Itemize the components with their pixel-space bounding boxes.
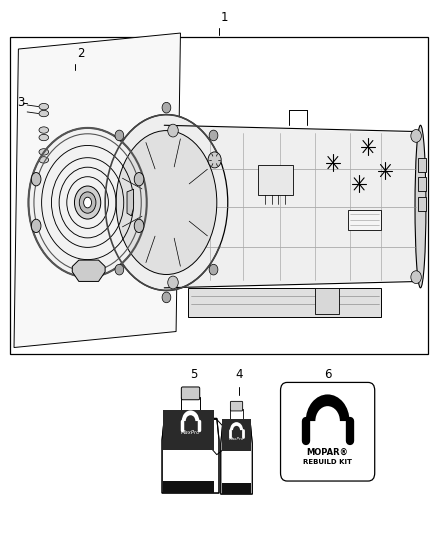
- Ellipse shape: [39, 157, 49, 163]
- Polygon shape: [188, 288, 381, 317]
- Text: 6: 6: [324, 368, 332, 381]
- Bar: [222, 419, 251, 451]
- Text: 5: 5: [190, 368, 197, 381]
- Circle shape: [168, 276, 178, 289]
- Polygon shape: [127, 189, 134, 216]
- Bar: [418, 158, 426, 172]
- Ellipse shape: [74, 186, 101, 219]
- Text: 3: 3: [18, 96, 25, 109]
- Text: MaxPro: MaxPro: [229, 437, 244, 441]
- Bar: [181, 397, 200, 418]
- Wedge shape: [182, 410, 199, 421]
- Bar: [418, 197, 426, 211]
- Ellipse shape: [39, 149, 49, 155]
- Bar: [418, 177, 426, 191]
- Ellipse shape: [39, 134, 49, 141]
- Text: 1: 1: [220, 11, 228, 24]
- Wedge shape: [230, 422, 243, 430]
- Polygon shape: [14, 33, 180, 348]
- FancyBboxPatch shape: [230, 401, 243, 411]
- Polygon shape: [72, 260, 105, 281]
- Circle shape: [115, 130, 124, 141]
- Circle shape: [411, 130, 421, 142]
- Bar: [163, 481, 214, 493]
- Ellipse shape: [79, 192, 96, 213]
- Text: 2: 2: [77, 47, 84, 60]
- Polygon shape: [221, 425, 252, 494]
- Text: MaxPro: MaxPro: [181, 430, 200, 435]
- Ellipse shape: [134, 173, 144, 186]
- Ellipse shape: [84, 197, 92, 208]
- Ellipse shape: [32, 173, 41, 186]
- Ellipse shape: [134, 219, 144, 232]
- Bar: [222, 483, 251, 494]
- Ellipse shape: [415, 125, 426, 288]
- Polygon shape: [162, 418, 219, 493]
- Text: 4: 4: [235, 368, 243, 381]
- Ellipse shape: [39, 110, 49, 117]
- FancyBboxPatch shape: [181, 387, 200, 400]
- Bar: [163, 410, 214, 450]
- Bar: [258, 165, 293, 195]
- Circle shape: [209, 264, 218, 275]
- Ellipse shape: [39, 103, 49, 110]
- Text: MOPAR®: MOPAR®: [307, 448, 349, 456]
- Ellipse shape: [28, 128, 147, 277]
- Ellipse shape: [32, 219, 41, 232]
- Wedge shape: [306, 394, 350, 421]
- Polygon shape: [164, 125, 420, 288]
- FancyBboxPatch shape: [280, 383, 374, 481]
- Text: REBUILD KIT: REBUILD KIT: [303, 459, 352, 465]
- Bar: [230, 409, 243, 425]
- Circle shape: [115, 264, 124, 275]
- Circle shape: [162, 102, 171, 113]
- Ellipse shape: [116, 131, 217, 274]
- Ellipse shape: [105, 115, 228, 290]
- Circle shape: [209, 130, 218, 141]
- Circle shape: [162, 292, 171, 303]
- Bar: [315, 288, 339, 314]
- Circle shape: [208, 152, 221, 168]
- Bar: [10, 37, 428, 354]
- Circle shape: [411, 271, 421, 284]
- Circle shape: [168, 124, 178, 137]
- Ellipse shape: [39, 127, 49, 133]
- Bar: [348, 210, 381, 230]
